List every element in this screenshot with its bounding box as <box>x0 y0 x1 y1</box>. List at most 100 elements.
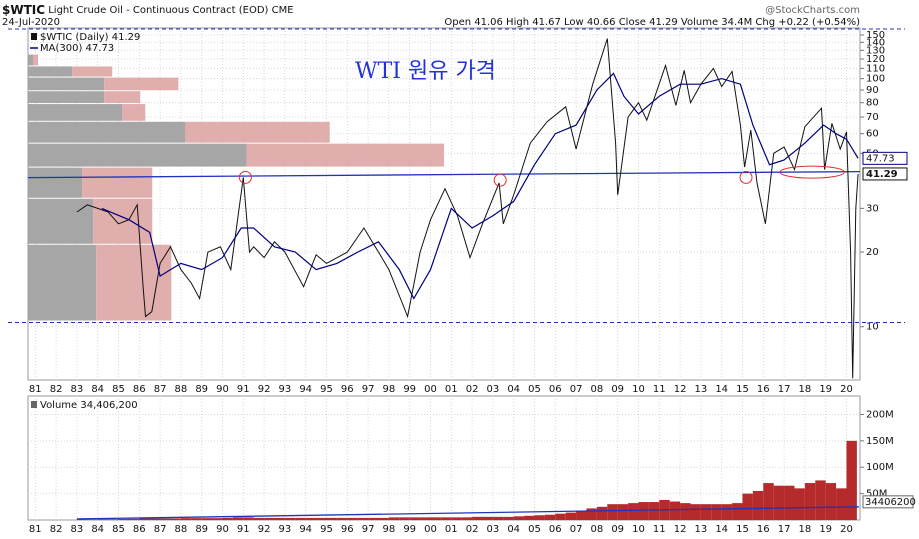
volume-bar <box>836 488 847 520</box>
x-tick-label: 94 <box>299 524 312 535</box>
x-tick-label: 89 <box>195 524 208 535</box>
x-tick-label: 12 <box>674 524 687 535</box>
volume-bar <box>440 517 452 520</box>
x-tick-label: 06 <box>549 384 562 395</box>
quote: Open 41.06 High 41.67 Low 40.66 Close 41… <box>444 17 860 28</box>
volume-bar <box>243 517 254 520</box>
y-tick-label: 140 <box>866 37 885 48</box>
x-tick-label: 83 <box>71 384 84 395</box>
x-tick-label: 17 <box>778 524 791 535</box>
source: @StockCharts.com <box>765 5 860 16</box>
x-tick-label: 00 <box>424 384 437 395</box>
x-tick-label: 11 <box>653 384 666 395</box>
date: 24-Jul-2020 <box>2 17 60 28</box>
x-tick-label: 84 <box>91 524 104 535</box>
volume-label-box <box>862 495 914 509</box>
x-tick-label: 83 <box>71 524 84 535</box>
volume-bar <box>160 518 171 520</box>
volume-bar <box>544 514 556 520</box>
x-tick-label: 96 <box>341 524 354 535</box>
x-tick-label: 91 <box>237 384 250 395</box>
exchange: CME <box>272 5 294 16</box>
volume-by-price-up <box>28 121 186 143</box>
volume-bar <box>794 488 805 520</box>
volume-bar <box>700 504 712 520</box>
x-tick-label: 16 <box>757 524 770 535</box>
x-tick-label: 04 <box>507 384 520 395</box>
volume-bar <box>586 508 597 520</box>
circled-point <box>493 173 507 187</box>
volume-by-price-down <box>104 91 141 104</box>
y-tick-label: 120 <box>866 54 885 65</box>
x-tick-label: 00 <box>424 524 437 535</box>
volume-bar <box>232 517 244 520</box>
y-tick-label: 60 <box>866 129 879 140</box>
volume-by-price-up <box>28 167 83 198</box>
volume-bar <box>648 502 660 520</box>
symbol: $WTIC <box>2 3 45 17</box>
x-tick-label: 82 <box>50 524 63 535</box>
volume-bar <box>118 518 129 520</box>
volume-bar <box>108 519 119 520</box>
x-tick-label: 09 <box>611 384 624 395</box>
x-tick-label: 01 <box>445 384 458 395</box>
x-tick-label: 81 <box>29 524 42 535</box>
volume-bar <box>170 518 181 520</box>
volume-bar <box>97 519 109 520</box>
volume-bar <box>305 517 317 520</box>
volume-by-price-down <box>96 244 172 321</box>
x-tick-label: 92 <box>258 524 271 535</box>
volume-bar <box>128 518 140 520</box>
price-label: 41.29 <box>866 169 898 180</box>
volume-bar <box>669 501 681 520</box>
x-tick-label: 86 <box>133 524 146 535</box>
volume-bar <box>638 502 649 520</box>
volume-bar <box>721 504 733 520</box>
x-tick-label: 14 <box>715 384 728 395</box>
plot-frame <box>27 395 861 521</box>
volume-by-price-up <box>28 91 105 104</box>
volume-by-price-down <box>246 143 444 167</box>
x-tick-label: 15 <box>736 524 749 535</box>
volume-by-price-up <box>28 104 123 121</box>
volume-bar <box>191 518 202 520</box>
volume-bar <box>732 503 743 520</box>
x-tick-label: 18 <box>799 384 812 395</box>
volume-bar <box>815 480 826 520</box>
x-tick-label: 88 <box>175 384 188 395</box>
x-tick-label: 82 <box>50 384 63 395</box>
legend-swatch <box>31 33 37 40</box>
x-tick-label: 06 <box>549 524 562 535</box>
volume-bar <box>742 493 753 520</box>
y-tick-label: 80 <box>866 98 879 109</box>
x-tick-label: 87 <box>154 524 167 535</box>
y-tick-label: 10 <box>866 322 879 333</box>
price-label-box <box>862 151 908 165</box>
volume-bar <box>295 517 306 520</box>
volume-bar <box>76 519 88 520</box>
volume-bar <box>617 504 629 520</box>
x-tick-label: 20 <box>840 524 853 535</box>
volume-bar <box>222 517 233 520</box>
volume-bar <box>253 517 265 520</box>
volume-by-price-down <box>82 167 153 198</box>
volume-bar <box>326 517 337 520</box>
y-tick-label: 110 <box>866 63 885 74</box>
volume-bar <box>139 518 150 520</box>
x-tick-label: 90 <box>216 384 229 395</box>
x-tick-label: 15 <box>736 384 749 395</box>
volume-bar <box>773 485 785 520</box>
volume-by-price-down <box>104 77 179 91</box>
x-tick-label: 18 <box>799 524 812 535</box>
x-tick-label: 03 <box>487 524 500 535</box>
volume-bar <box>149 518 161 520</box>
volume-label: 34406200 <box>865 497 916 508</box>
volume-by-price-up <box>28 143 247 167</box>
x-tick-label: 08 <box>591 384 604 395</box>
volume-by-price-up <box>28 77 105 91</box>
volume-bar <box>534 515 545 520</box>
x-tick-label: 19 <box>819 524 832 535</box>
price-label: 47.73 <box>866 153 895 164</box>
volume-by-price-down <box>185 121 330 143</box>
